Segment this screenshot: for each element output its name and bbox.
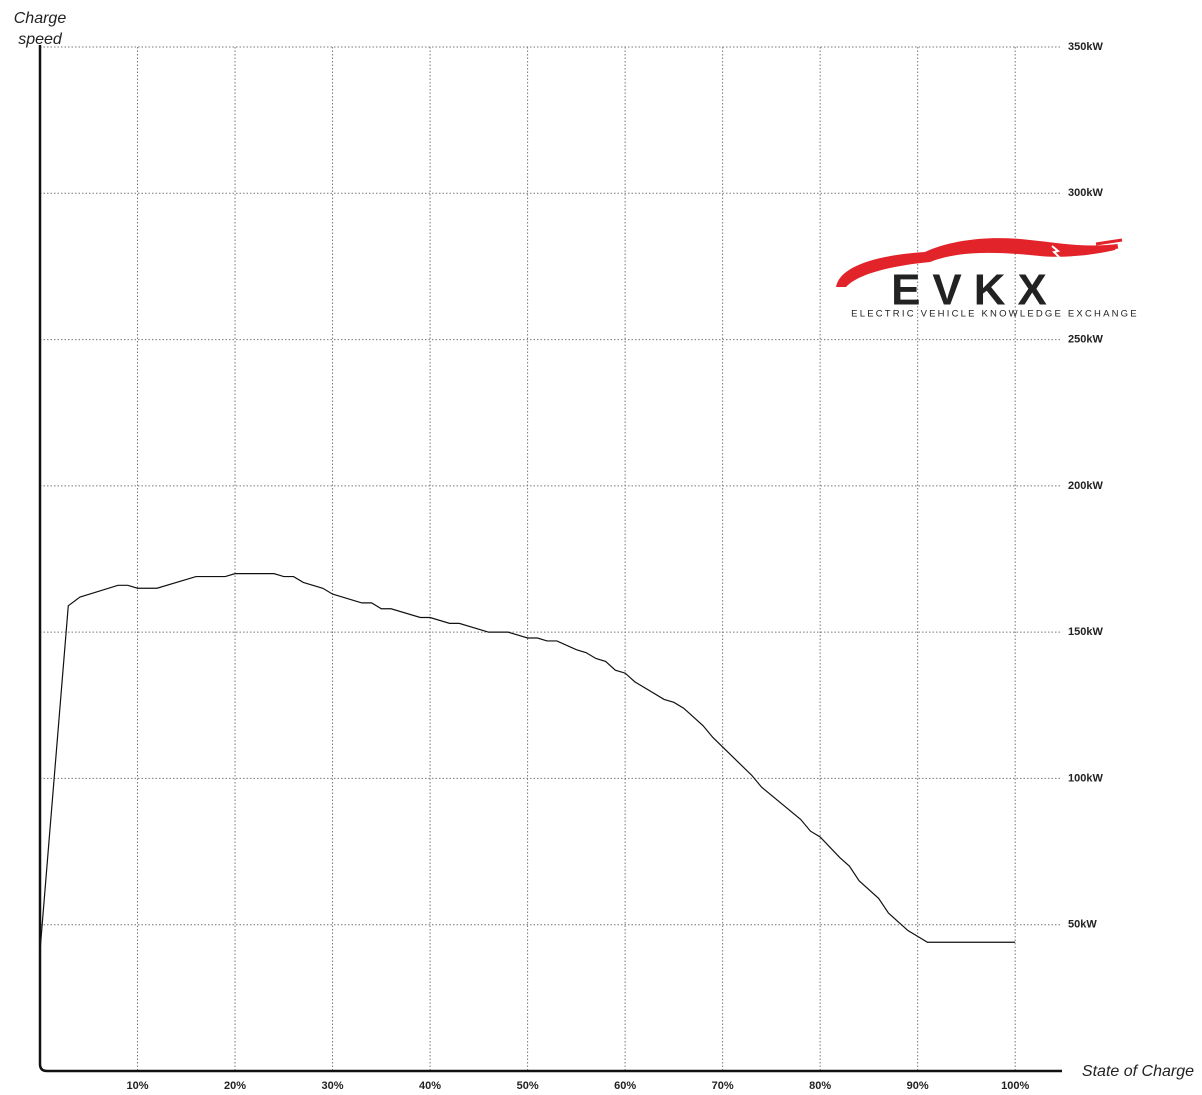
y-tick-label: 50kW: [1068, 919, 1097, 931]
x-tick-label: 20%: [224, 1080, 246, 1092]
y-tick-label: 150kW: [1068, 626, 1103, 638]
axes: [38, 45, 1062, 1073]
grid: [40, 46, 1062, 1071]
x-tick-label: 80%: [809, 1080, 831, 1092]
x-tick-label: 70%: [712, 1080, 734, 1092]
y-tick-label: 350kW: [1068, 41, 1103, 53]
x-tick-label: 60%: [614, 1080, 636, 1092]
y-tick-label: 100kW: [1068, 772, 1103, 784]
ticks: 10% 20% 30% 40% 50% 60% 70% 80% 90% 100% 50kW 100kW…: [127, 41, 1104, 1092]
logo: EVKX ELECTRIC VEHICLE KNOWLEDGE EXCHANGE: [836, 238, 1139, 320]
y-tick-label: 250kW: [1068, 333, 1103, 345]
logo-car: [836, 238, 1118, 287]
x-tick-label: 40%: [419, 1080, 441, 1092]
x-axis-title: State of Charge: [1082, 1063, 1194, 1080]
x-tick-label: 10%: [127, 1080, 149, 1092]
y-axis-title: Charge speed: [13, 10, 67, 48]
x-tick-label: 100%: [1001, 1080, 1029, 1092]
charge-curve: [39, 573, 1016, 952]
x-tick-label: 90%: [907, 1080, 929, 1092]
x-tick-label: 50%: [517, 1080, 539, 1092]
y-tick-label: 300kW: [1068, 187, 1103, 199]
logo-bolt: [1051, 245, 1061, 259]
logo-name: EVKX: [891, 266, 1059, 315]
logo-spoiler: [1095, 238, 1123, 252]
logo-tagline: ELECTRIC VEHICLE KNOWLEDGE EXCHANGE: [851, 309, 1139, 320]
x-tick-label: 30%: [322, 1080, 344, 1092]
y-tick-label: 200kW: [1068, 480, 1103, 492]
